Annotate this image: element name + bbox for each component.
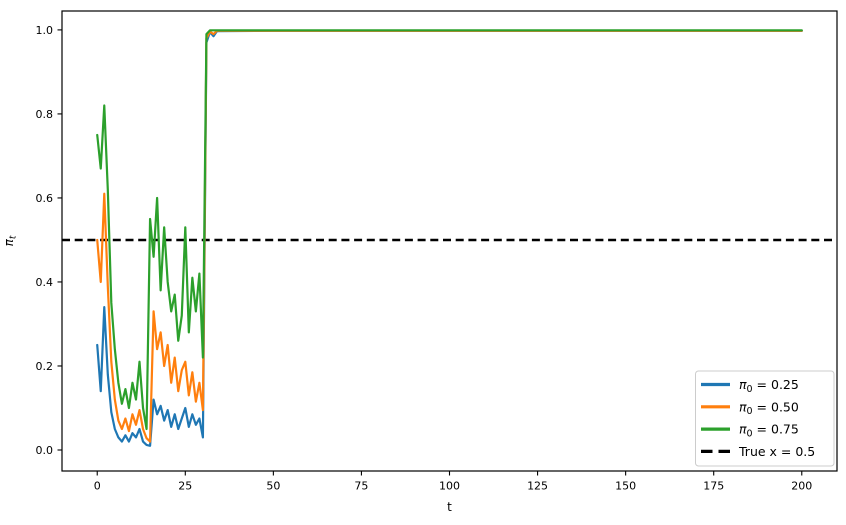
legend-label-pi0-050: π0 = 0.50: [739, 399, 799, 417]
legend: π0 = 0.25 π0 = 0.50 π0 = 0.75 True x = 0.5: [695, 370, 835, 467]
series-line-pi0-075: [96, 29, 803, 431]
x-tick-label: 200: [791, 480, 812, 493]
y-tick-label: 0.2: [36, 360, 54, 373]
axes-frame: [61, 10, 838, 472]
y-tick-label: 0.4: [36, 276, 54, 289]
y-axis-label: πt: [2, 235, 19, 246]
legend-label-true-x: True x = 0.5: [738, 444, 815, 459]
x-axis-label: t: [447, 500, 452, 514]
legend-box: [695, 370, 835, 467]
legend-label-pi0-075: π0 = 0.75: [739, 422, 799, 440]
legend-label-pi0-025: π0 = 0.25: [739, 377, 799, 395]
x-tick-label: 175: [703, 480, 724, 493]
y-tick-label: 0.0: [36, 444, 54, 457]
x-tick-label: 75: [354, 480, 368, 493]
y-tick-label: 0.8: [36, 108, 54, 121]
x-tick-label: 25: [178, 480, 192, 493]
y-tick-label: 0.6: [36, 192, 54, 205]
x-tick-label: 0: [94, 480, 101, 493]
x-tick-label: 50: [266, 480, 280, 493]
y-tick-label: 1.0: [36, 24, 54, 37]
x-tick-label: 100: [439, 480, 460, 493]
x-tick-label: 150: [615, 480, 636, 493]
x-tick-label: 125: [527, 480, 548, 493]
